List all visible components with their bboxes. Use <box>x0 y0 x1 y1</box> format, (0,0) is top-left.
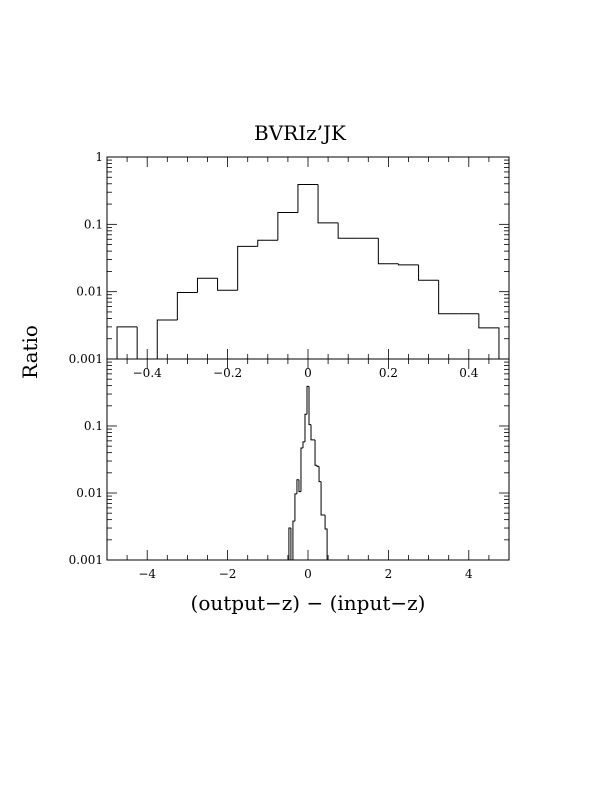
histogram-bin <box>294 493 297 522</box>
histogram-bin <box>297 184 319 213</box>
plot-frame <box>106 156 510 360</box>
histogram-bin <box>116 326 138 359</box>
histogram-bin <box>397 263 419 266</box>
x-tick-label: 0 <box>304 567 312 581</box>
histogram-bin <box>300 447 303 492</box>
histogram-bin <box>176 292 198 320</box>
histogram-bin <box>318 466 322 483</box>
histogram-bin <box>306 385 310 415</box>
y-tick-label: 0.1 <box>84 419 103 433</box>
x-tick-label: −2 <box>219 567 237 581</box>
y-tick-label: 0.1 <box>84 217 103 231</box>
histogram-bin <box>217 278 238 291</box>
histogram-bin <box>478 313 500 359</box>
histogram-bin <box>277 211 298 241</box>
y-tick-label: 1 <box>95 150 103 164</box>
histogram-bin <box>324 514 328 560</box>
histogram-bin <box>237 245 258 291</box>
histogram-bin <box>304 413 307 442</box>
x-tick-label: −4 <box>138 567 156 581</box>
histogram-bin <box>298 479 301 493</box>
x-tick-label: 4 <box>465 567 473 581</box>
x-tick-label: −0.2 <box>213 366 242 380</box>
histogram-bin <box>337 222 359 239</box>
y-tick-label: 0.001 <box>69 352 103 366</box>
histogram-bin <box>290 528 293 561</box>
histogram-bin <box>196 277 218 293</box>
histogram-bin <box>296 479 299 494</box>
histogram-bin <box>377 238 399 265</box>
histogram-bin <box>288 527 291 560</box>
y-tick-label: 0.01 <box>76 285 103 299</box>
x-tick-label: 2 <box>385 567 393 581</box>
y-tick-label: 0.01 <box>76 486 103 500</box>
histogram-bin <box>156 319 178 359</box>
histogram-bin <box>302 441 305 448</box>
histogram-bin <box>438 280 459 315</box>
x-tick-label: −0.4 <box>133 366 163 380</box>
histogram-bin <box>317 184 339 224</box>
histogram-bin <box>308 386 312 426</box>
x-tick-label: 0.4 <box>459 366 478 380</box>
histogram-bin <box>292 520 295 560</box>
histogram-bin <box>320 481 324 516</box>
bottom-panel: 0.001 0.01 0.1 −4 −2 0 2 4 <box>69 358 510 581</box>
histogram-bin <box>257 239 278 247</box>
histogram-bin <box>418 264 439 281</box>
x-axis-label: (output−z) − (input−z) <box>191 591 426 615</box>
top-panel: 0.001 0.01 0.1 1 −0.4 −0.2 0 0.2 0.4 <box>69 150 510 380</box>
histogram-bin <box>314 439 318 466</box>
plot-frame <box>106 358 510 561</box>
y-tick-label: 0.001 <box>69 553 103 567</box>
y-axis-label: Ratio <box>18 325 42 379</box>
histogram-bin <box>316 465 320 467</box>
x-tick-label: 0 <box>304 366 312 380</box>
x-tick-label: 0.2 <box>379 366 398 380</box>
histogram-bin <box>310 424 314 441</box>
chart-title: BVRIz’JK <box>254 121 347 145</box>
